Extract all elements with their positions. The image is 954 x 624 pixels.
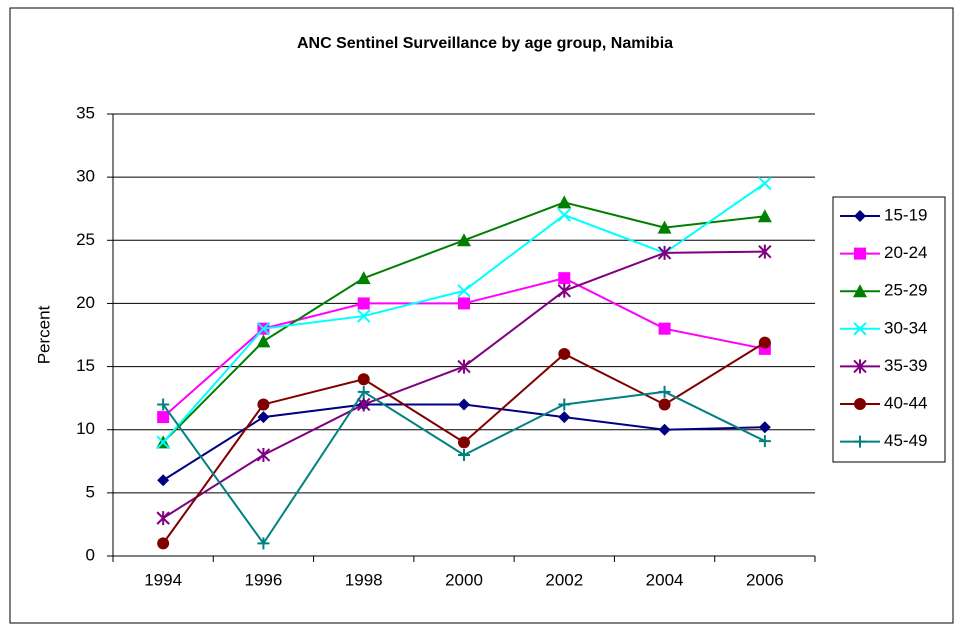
y-tick-label: 25	[76, 230, 95, 249]
legend-label: 30-34	[884, 318, 927, 337]
marker	[458, 297, 470, 310]
y-tick-label: 35	[76, 103, 95, 122]
marker	[558, 398, 571, 411]
marker	[657, 220, 672, 234]
y-axis-label: Percent	[34, 305, 53, 364]
marker	[458, 398, 470, 411]
marker	[457, 233, 471, 247]
marker	[658, 385, 671, 398]
marker	[156, 435, 170, 450]
marker	[257, 398, 270, 411]
legend-label: 15-19	[884, 205, 927, 224]
marker	[157, 398, 170, 411]
marker	[357, 385, 370, 398]
marker	[257, 411, 270, 424]
marker	[558, 411, 571, 424]
marker	[457, 359, 471, 374]
marker	[257, 537, 270, 550]
marker	[357, 373, 370, 386]
x-tick-label: 2000	[445, 570, 483, 589]
marker	[357, 397, 371, 412]
marker	[557, 208, 571, 222]
x-tick-label: 1996	[245, 570, 283, 589]
marker	[854, 435, 866, 448]
marker	[853, 322, 867, 336]
marker	[758, 421, 771, 434]
legend-label: 45-49	[884, 431, 927, 450]
marker	[558, 272, 571, 285]
marker	[357, 309, 371, 323]
marker	[658, 423, 671, 436]
marker	[458, 448, 470, 461]
marker	[156, 511, 170, 526]
legend-label: 20-24	[884, 243, 927, 262]
marker	[758, 176, 772, 191]
marker	[557, 195, 572, 209]
marker	[457, 284, 471, 298]
marker	[854, 247, 866, 260]
marker	[854, 210, 866, 222]
marker	[658, 322, 671, 335]
y-tick-label: 0	[86, 545, 95, 564]
marker	[853, 284, 867, 298]
legend-label: 25-29	[884, 281, 927, 300]
y-tick-label: 30	[76, 167, 95, 186]
chart-title: ANC Sentinel Surveillance by age group, …	[297, 35, 673, 52]
marker	[458, 436, 470, 449]
marker	[758, 435, 771, 448]
marker	[757, 209, 772, 223]
marker	[256, 447, 271, 462]
marker	[356, 271, 371, 285]
marker	[256, 321, 271, 336]
chart-frame	[9, 7, 954, 624]
y-tick-label: 15	[76, 356, 95, 375]
marker	[157, 474, 170, 487]
x-tick-label: 2006	[746, 570, 784, 589]
x-tick-label: 1998	[345, 570, 383, 589]
x-tick-label: 2002	[545, 570, 583, 589]
legend-label: 40-44	[884, 393, 927, 412]
legend-label: 35-39	[884, 356, 927, 375]
marker	[853, 359, 867, 374]
marker	[157, 537, 170, 550]
marker	[657, 245, 672, 260]
marker	[256, 334, 271, 348]
x-tick-label: 2004	[646, 570, 684, 589]
marker	[558, 347, 571, 360]
marker	[758, 244, 772, 259]
y-tick-label: 5	[86, 482, 95, 501]
x-tick-label: 1994	[144, 570, 182, 589]
marker	[854, 398, 866, 410]
y-tick-label: 20	[76, 293, 95, 312]
marker	[758, 336, 771, 349]
marker	[357, 297, 370, 310]
marker	[157, 411, 170, 424]
marker	[658, 398, 671, 411]
y-tick-label: 10	[76, 419, 95, 438]
marker	[557, 283, 571, 298]
